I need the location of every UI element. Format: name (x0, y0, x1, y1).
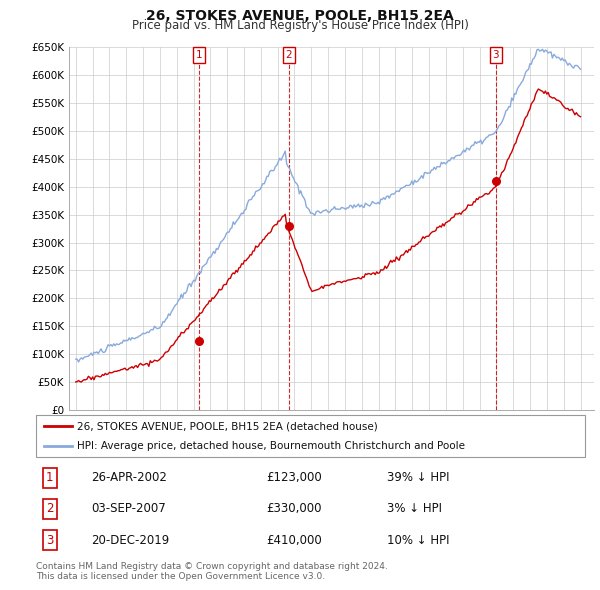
Text: £330,000: £330,000 (266, 502, 322, 516)
FancyBboxPatch shape (36, 415, 585, 457)
Text: Contains HM Land Registry data © Crown copyright and database right 2024.
This d: Contains HM Land Registry data © Crown c… (36, 562, 388, 581)
Text: 03-SEP-2007: 03-SEP-2007 (91, 502, 166, 516)
Text: 2: 2 (46, 502, 53, 516)
Text: £410,000: £410,000 (266, 533, 322, 546)
Text: 1: 1 (46, 471, 53, 484)
Text: 39% ↓ HPI: 39% ↓ HPI (388, 471, 450, 484)
Text: £123,000: £123,000 (266, 471, 322, 484)
Text: HPI: Average price, detached house, Bournemouth Christchurch and Poole: HPI: Average price, detached house, Bour… (77, 441, 465, 451)
Text: 26, STOKES AVENUE, POOLE, BH15 2EA (detached house): 26, STOKES AVENUE, POOLE, BH15 2EA (deta… (77, 421, 378, 431)
Text: 3% ↓ HPI: 3% ↓ HPI (388, 502, 442, 516)
Text: 1: 1 (196, 50, 202, 60)
Text: Price paid vs. HM Land Registry's House Price Index (HPI): Price paid vs. HM Land Registry's House … (131, 19, 469, 32)
Text: 3: 3 (46, 533, 53, 546)
Text: 2: 2 (286, 50, 292, 60)
Text: 20-DEC-2019: 20-DEC-2019 (91, 533, 169, 546)
Text: 10% ↓ HPI: 10% ↓ HPI (388, 533, 450, 546)
Text: 26-APR-2002: 26-APR-2002 (91, 471, 167, 484)
Text: 26, STOKES AVENUE, POOLE, BH15 2EA: 26, STOKES AVENUE, POOLE, BH15 2EA (146, 9, 454, 23)
Text: 3: 3 (493, 50, 499, 60)
